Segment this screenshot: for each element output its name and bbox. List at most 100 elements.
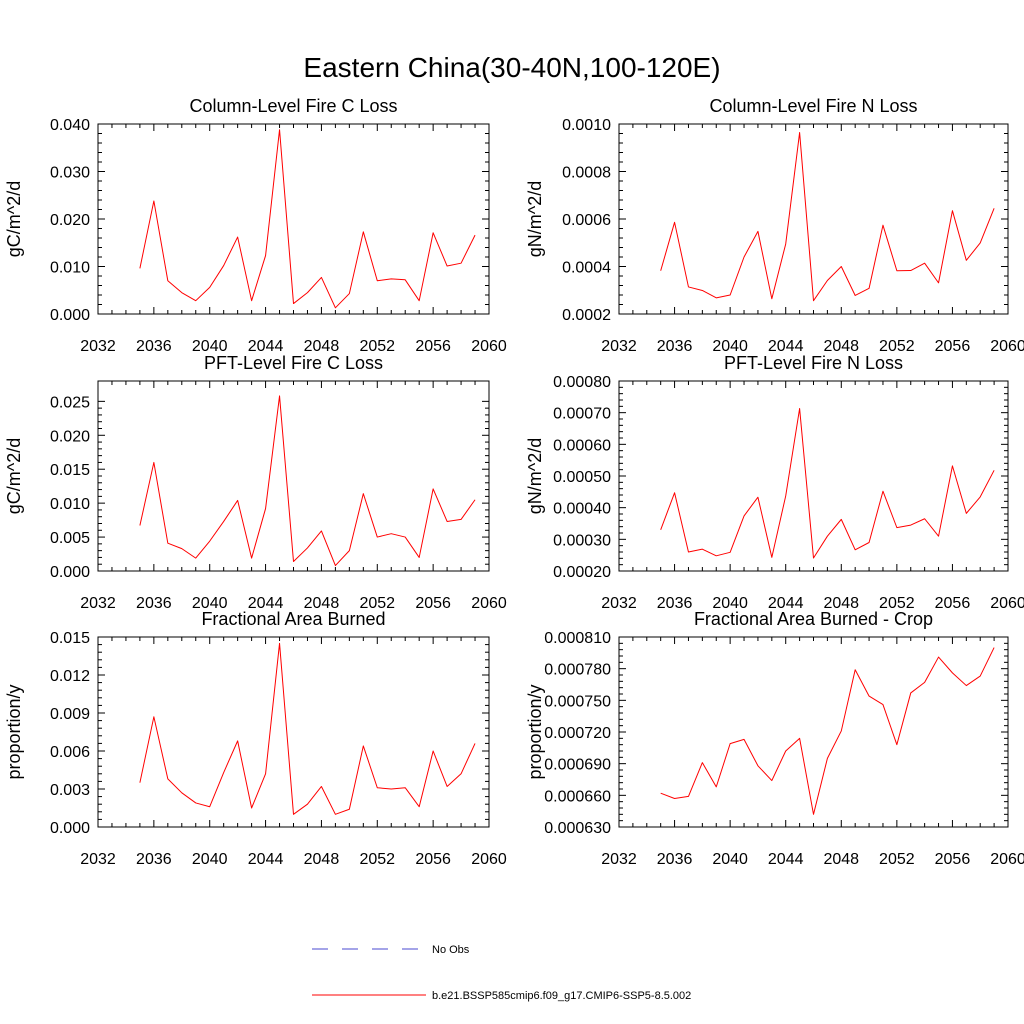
x-tick-label: 2044 xyxy=(768,595,804,612)
x-tick-label: 2036 xyxy=(136,851,172,868)
y-tick-label: 0.020 xyxy=(50,428,90,445)
panel-title: PFT-Level Fire N Loss xyxy=(724,353,903,373)
x-tick-label: 2036 xyxy=(657,338,693,355)
x-tick-label: 2048 xyxy=(823,595,859,612)
y-tick-label: 0.010 xyxy=(50,496,90,513)
x-tick-label: 2052 xyxy=(879,851,915,868)
y-tick-label: 0.0008 xyxy=(562,165,611,182)
y-axis-label: gN/m^2/d xyxy=(525,438,545,514)
y-tick-label: 0.000660 xyxy=(544,788,611,805)
y-tick-label: 0.012 xyxy=(50,668,90,685)
plot-frame xyxy=(618,380,1009,572)
y-tick-label: 0.00030 xyxy=(553,532,611,549)
y-tick-label: 0.0006 xyxy=(562,212,611,229)
panel-title: Column-Level Fire C Loss xyxy=(189,96,397,116)
x-tick-label: 2060 xyxy=(990,595,1024,612)
y-tick-label: 0.00080 xyxy=(553,374,611,391)
x-tick-label: 2060 xyxy=(471,595,507,612)
x-tick-label: 2032 xyxy=(601,851,637,868)
x-tick-label: 2036 xyxy=(657,851,693,868)
y-tick-label: 0.025 xyxy=(50,394,90,411)
x-tick-label: 2040 xyxy=(712,851,748,868)
x-tick-label: 2052 xyxy=(359,338,395,355)
x-tick-label: 2032 xyxy=(601,338,637,355)
y-tick-label: 0.030 xyxy=(50,165,90,182)
panel-2: Column-Level Fire N Loss gN/m^2/d 2032 2036… xyxy=(525,96,1024,355)
panel-title: PFT-Level Fire C Loss xyxy=(204,353,383,373)
panel-title: Fractional Area Burned - Crop xyxy=(694,609,933,629)
panel-6: Fractional Area Burned - Crop proportion/… xyxy=(525,609,1024,868)
x-tick-label: 2044 xyxy=(768,338,804,355)
x-tick-label: 2036 xyxy=(136,595,172,612)
y-tick-label: 0.005 xyxy=(50,530,90,547)
x-tick-label: 2056 xyxy=(415,851,451,868)
y-tick-label: 0.0002 xyxy=(562,307,611,324)
y-tick-label: 0.010 xyxy=(50,260,90,277)
y-tick-label: 0.000750 xyxy=(544,693,611,710)
x-tick-label: 2052 xyxy=(359,851,395,868)
y-axis-label: gN/m^2/d xyxy=(525,181,545,257)
x-tick-label: 2032 xyxy=(80,595,116,612)
x-tick-label: 2044 xyxy=(248,851,284,868)
x-tick-label: 2040 xyxy=(192,338,228,355)
y-tick-label: 0.0010 xyxy=(562,117,611,134)
y-tick-label: 0.000720 xyxy=(544,725,611,742)
legend: No Obs b.e21.BSSP585cmip6.f09_g17.CMIP6-… xyxy=(312,944,691,1002)
legend-obs-label: No Obs xyxy=(432,944,470,956)
y-axis-label: gC/m^2/d xyxy=(4,181,24,257)
panels: Column-Level Fire C Loss gC/m^2/d 2032 2036… xyxy=(4,96,1024,868)
x-tick-label: 2056 xyxy=(935,338,971,355)
x-tick-label: 2040 xyxy=(192,595,228,612)
x-tick-label: 2056 xyxy=(935,595,971,612)
x-tick-label: 2040 xyxy=(712,595,748,612)
y-tick-label: 0.000 xyxy=(50,307,90,324)
x-tick-label: 2048 xyxy=(304,851,340,868)
x-tick-label: 2060 xyxy=(471,851,507,868)
series-line xyxy=(660,647,995,815)
series-line xyxy=(660,408,995,559)
x-tick-label: 2056 xyxy=(935,851,971,868)
y-axis-label: proportion/y xyxy=(525,684,545,779)
y-tick-label: 0.015 xyxy=(50,630,90,647)
plot-frame xyxy=(97,636,490,828)
y-tick-label: 0.000 xyxy=(50,564,90,581)
series-line xyxy=(139,642,476,815)
panel-1: Column-Level Fire C Loss gC/m^2/d 2032 2036… xyxy=(4,96,507,355)
x-tick-label: 2032 xyxy=(80,338,116,355)
panel-5: Fractional Area Burned proportion/y 2032 20… xyxy=(4,609,507,868)
y-axis-label: gC/m^2/d xyxy=(4,438,24,514)
x-tick-label: 2060 xyxy=(990,338,1024,355)
x-tick-label: 2052 xyxy=(879,595,915,612)
x-tick-label: 2036 xyxy=(136,338,172,355)
y-tick-label: 0.006 xyxy=(50,744,90,761)
y-tick-label: 0.0004 xyxy=(562,260,611,277)
plot-frame xyxy=(618,123,1009,315)
y-tick-label: 0.00070 xyxy=(553,406,611,423)
y-tick-label: 0.00040 xyxy=(553,501,611,518)
y-tick-label: 0.00060 xyxy=(553,437,611,454)
y-tick-label: 0.040 xyxy=(50,117,90,134)
y-tick-label: 0.000630 xyxy=(544,820,611,837)
x-tick-label: 2040 xyxy=(192,851,228,868)
x-tick-label: 2032 xyxy=(80,851,116,868)
figure-title: Eastern China(30-40N,100-120E) xyxy=(303,52,720,83)
y-tick-label: 0.000690 xyxy=(544,757,611,774)
series-line xyxy=(660,132,995,302)
y-tick-label: 0.015 xyxy=(50,462,90,479)
x-tick-label: 2048 xyxy=(304,338,340,355)
y-tick-label: 0.000 xyxy=(50,820,90,837)
y-tick-label: 0.020 xyxy=(50,212,90,229)
panel-3: PFT-Level Fire C Loss gC/m^2/d 2032 2036 204… xyxy=(4,353,507,612)
x-tick-label: 2048 xyxy=(823,338,859,355)
panel-title: Column-Level Fire N Loss xyxy=(709,96,917,116)
panel-title: Fractional Area Burned xyxy=(201,609,385,629)
y-tick-label: 0.000810 xyxy=(544,630,611,647)
x-tick-label: 2040 xyxy=(712,338,748,355)
y-tick-label: 0.00050 xyxy=(553,469,611,486)
series-line xyxy=(139,395,476,567)
x-tick-label: 2044 xyxy=(248,338,284,355)
x-tick-label: 2048 xyxy=(823,851,859,868)
x-tick-label: 2044 xyxy=(248,595,284,612)
panel-4: PFT-Level Fire N Loss gN/m^2/d 2032 2036 204… xyxy=(525,353,1024,612)
